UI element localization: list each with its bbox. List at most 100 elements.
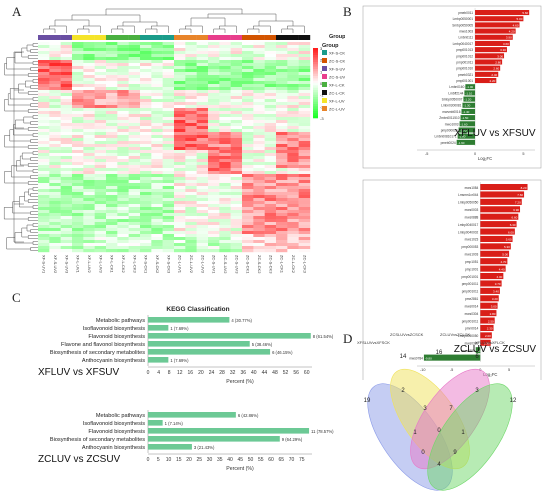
heatmap-cell: [196, 144, 209, 148]
heatmap-cell: [264, 126, 277, 130]
heatmap-cell: [298, 234, 311, 238]
heatmap-cell: [162, 111, 175, 115]
heatmap-cell: [219, 93, 231, 97]
heatmap-cell: [264, 114, 277, 118]
heatmap-cell: [83, 147, 95, 151]
bar-value-label: -1.90: [458, 141, 465, 145]
bar-label: pmeb0321: [458, 73, 473, 77]
heatmap-cell: [60, 237, 73, 241]
heatmap-cell: [38, 150, 50, 154]
heatmap-cell: [253, 75, 265, 79]
heatmap-cell: [162, 177, 175, 181]
group-bar-cell: [83, 35, 95, 40]
heatmap-cell: [219, 192, 231, 196]
heatmap-cell: [106, 144, 118, 148]
heatmap-cell: [128, 180, 141, 184]
heatmap-cell: [230, 162, 243, 166]
heatmap-cell: [287, 66, 299, 70]
heatmap-cell: [219, 234, 231, 238]
dendrogram-branch: [117, 25, 135, 33]
heatmap-cell: [174, 156, 186, 160]
heatmap-cell: [264, 234, 277, 238]
heatmap-cell: [242, 45, 254, 49]
heatmap-cell: [174, 102, 186, 106]
heatmap-cell: [264, 48, 277, 52]
heatmap-cell: [106, 51, 118, 55]
heatmap-cell: [151, 108, 163, 112]
heatmap-cell: [117, 180, 129, 184]
heatmap-cell: [140, 237, 152, 241]
heatmap-cell: [38, 75, 50, 79]
heatmap-cell: [60, 129, 73, 133]
heatmap-cell: [117, 234, 129, 238]
heatmap-cell: [162, 222, 175, 226]
heatmap-cell: [230, 63, 243, 67]
heatmap-cell: [106, 66, 118, 70]
heatmap-cell: [106, 168, 118, 172]
heatmap-cell: [298, 243, 311, 247]
heatmap-cell: [60, 48, 73, 52]
heatmap-cell: [162, 45, 175, 49]
dendrogram-branch: [27, 199, 38, 203]
heatmap-cell: [264, 183, 277, 187]
heatmap-cell: [230, 177, 243, 181]
heatmap-cell: [83, 135, 95, 139]
heatmap-cell: [49, 48, 61, 52]
scale-swatch: [313, 66, 318, 70]
heatmap-cell: [219, 57, 231, 61]
heatmap-cell: [94, 240, 107, 244]
heatmap-cell: [151, 87, 163, 91]
heatmap-cell: [162, 192, 175, 196]
heatmap-cell: [83, 72, 95, 76]
scale-swatch: [313, 52, 318, 56]
heatmap-cell: [298, 138, 311, 142]
heatmap-cell: [151, 174, 163, 178]
heatmap-cell: [117, 237, 129, 241]
heatmap-cell: [128, 114, 141, 118]
heatmap-cell: [253, 60, 265, 64]
heatmap-cell: [264, 177, 277, 181]
heatmap-cell: [128, 219, 141, 223]
heatmap-cell: [287, 60, 299, 64]
heatmap-cell: [298, 216, 311, 220]
heatmap-cell: [72, 237, 84, 241]
heatmap-cell: [264, 240, 277, 244]
heatmap-cell: [83, 117, 95, 121]
heatmap-cell: [196, 153, 209, 157]
heatmap-cell: [276, 90, 288, 94]
heatmap-cell: [253, 180, 265, 184]
heatmap-cell: [208, 180, 220, 184]
heatmap-cell: [151, 189, 163, 193]
heatmap-cell: [162, 138, 175, 142]
heatmap-cell: [287, 204, 299, 208]
heatmap-cell: [38, 102, 50, 106]
heatmap-cell: [276, 48, 288, 52]
group-bar-cell: [94, 35, 107, 40]
heatmap-cell: [106, 99, 118, 103]
heatmap-cell: [60, 87, 73, 91]
heatmap-cell: [60, 159, 73, 163]
heatmap-cell: [140, 132, 152, 136]
heatmap-cell: [106, 42, 118, 46]
heatmap-cell: [287, 246, 299, 250]
column-label: ZC-S-UV3: [234, 255, 239, 274]
heatmap-cell: [106, 174, 118, 178]
heatmap-cell: [174, 114, 186, 118]
heatmap-cell: [242, 231, 254, 235]
heatmap-cell: [162, 90, 175, 94]
heatmap-cell: [208, 138, 220, 142]
heatmap-cell: [106, 93, 118, 97]
heatmap-cell: [49, 213, 61, 217]
dendrogram-branch: [15, 119, 29, 130]
heatmap-cell: [94, 192, 107, 196]
heatmap-cell: [94, 123, 107, 127]
heatmap-cell: [276, 114, 288, 118]
heatmap-cell: [49, 246, 61, 250]
heatmap-cell: [264, 180, 277, 184]
bar: [480, 228, 515, 235]
heatmap-cell: [196, 42, 209, 46]
heatmap-cell: [94, 117, 107, 121]
heatmap-cell: [242, 156, 254, 160]
heatmap-cell: [185, 216, 197, 220]
heatmap-cell: [83, 219, 95, 223]
